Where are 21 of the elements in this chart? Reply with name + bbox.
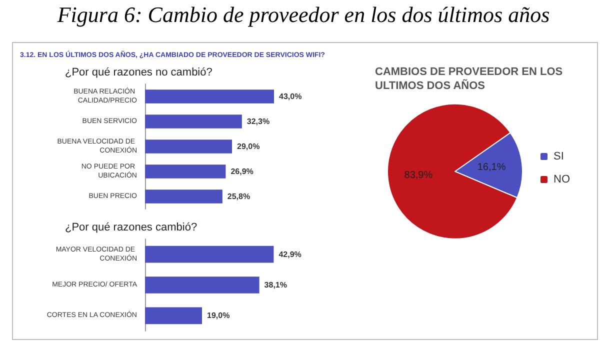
data-label: 26,9% <box>230 167 254 176</box>
chart-title: ¿Por qué razones cambió? <box>65 222 198 234</box>
legend-label: SI <box>554 150 564 162</box>
data-label: 19,0% <box>207 311 230 320</box>
bar <box>145 114 242 128</box>
bar <box>145 90 274 104</box>
legend-label: NO <box>554 174 570 186</box>
chart-title: ¿Por qué razones no cambió? <box>65 66 212 78</box>
bar <box>145 164 226 178</box>
data-label: 25,8% <box>227 192 250 201</box>
data-label: 83,9% <box>404 170 433 181</box>
data-label: 32,3% <box>246 117 270 126</box>
bar <box>145 140 232 154</box>
text: Figura 6: Cambio de proveedor en los dos últimos años <box>56 2 551 28</box>
data-label: 29,0% <box>237 142 260 151</box>
data-label: 42,9% <box>278 250 302 259</box>
bar <box>145 190 222 204</box>
data-label: 16,1% <box>477 162 506 174</box>
data-label: 43,0% <box>279 92 302 101</box>
data-label: 38,1% <box>264 280 287 290</box>
chart-title: CAMBIOS DE PROVEEDOR EN LOS ULTIMOS DOS AÑOS <box>375 66 566 92</box>
